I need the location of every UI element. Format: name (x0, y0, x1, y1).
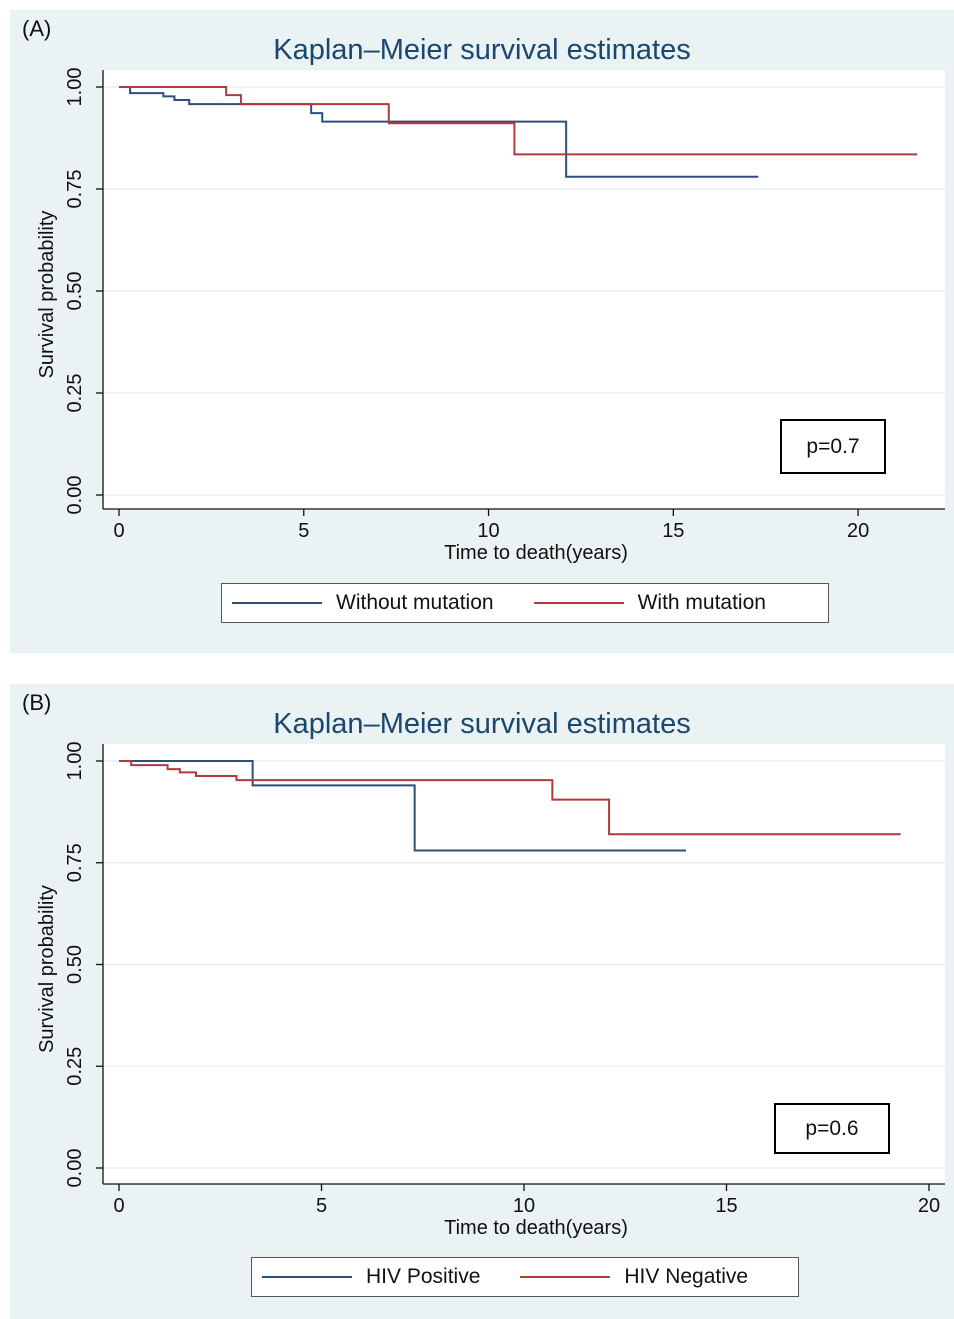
legend-swatch-without-mutation (232, 602, 322, 604)
series-line-a-without-mutation (119, 86, 759, 178)
x-tick-label-a-0: 0 (113, 520, 124, 542)
legend-label-with-mutation: With mutation (637, 591, 766, 614)
x-tick-label-b-2: 10 (513, 1195, 535, 1217)
p-value-a: p=0.7 (806, 434, 860, 458)
x-tick-label-b-3: 15 (715, 1195, 737, 1217)
legend-item-with-mutation: With mutation (533, 591, 766, 615)
x-axis-title-b: Time to death(years) (444, 1217, 628, 1239)
plot-area-a: 0.00 0.25 0.50 0.75 1.00 0 5 10 15 20 Time to deat… (36, 68, 945, 564)
legend-swatch-hiv-negative (520, 1276, 611, 1278)
y-tick-label-a-2: 0.50 (64, 272, 86, 311)
chart-panel-b: (B) Kaplan–Meier survival estimates 0.00… (10, 684, 954, 1319)
y-tick-label-a-1: 0.25 (64, 374, 86, 413)
x-tick-label-b-0: 0 (113, 1195, 124, 1217)
x-tick-label-a-4: 20 (847, 520, 869, 542)
y-tick-label-b-3: 0.75 (64, 843, 86, 882)
panel-label-a: (A) (22, 16, 52, 41)
y-axis-title-a: Survival probability (36, 211, 58, 379)
panel-label-b: (B) (22, 690, 52, 715)
series-line-a-with-mutation (119, 86, 918, 156)
x-tick-label-a-3: 15 (662, 520, 684, 542)
x-tick-label-a-1: 5 (298, 520, 309, 542)
chart-title-b: Kaplan–Meier survival estimates (273, 708, 691, 740)
legend-label-without-mutation: Without mutation (336, 591, 494, 614)
x-tick-label-b-4: 20 (918, 1195, 940, 1217)
legend-b: HIV Positive HIV Negative (251, 1257, 799, 1297)
legend-item-hiv-positive: HIV Positive (262, 1265, 480, 1289)
x-axis-title-a: Time to death(years) (444, 542, 628, 564)
series-line-b-hiv-negative (119, 760, 901, 836)
legend-item-hiv-negative: HIV Negative (520, 1265, 748, 1289)
legend-swatch-hiv-positive (262, 1276, 352, 1278)
y-tick-label-a-0: 0.00 (64, 476, 86, 515)
legend-label-hiv-positive: HIV Positive (366, 1265, 481, 1288)
series-line-b-hiv-positive (119, 760, 686, 852)
y-tick-label-a-3: 0.75 (64, 170, 86, 209)
p-value-box-a: p=0.7 (780, 419, 886, 474)
p-value-box-b: p=0.6 (774, 1103, 890, 1154)
p-value-b: p=0.6 (805, 1116, 859, 1140)
y-axis-title-b: Survival probability (36, 885, 58, 1053)
legend-item-without-mutation: Without mutation (232, 591, 494, 615)
legend-a: Without mutation With mutation (221, 583, 829, 623)
y-tick-label-a-4: 1.00 (64, 68, 86, 107)
chart-panel-a: (A) Kaplan–Meier survival estimates 0.00… (10, 10, 954, 653)
legend-swatch-with-mutation (533, 602, 624, 604)
plot-area-b: 0.00 0.25 0.50 0.75 1.00 0 5 10 15 20 Time to deat… (36, 742, 945, 1239)
y-tick-label-b-1: 0.25 (64, 1047, 86, 1086)
x-tick-label-a-2: 10 (477, 520, 499, 542)
y-tick-label-b-2: 0.50 (64, 945, 86, 984)
y-tick-label-b-0: 0.00 (64, 1149, 86, 1188)
chart-title-a: Kaplan–Meier survival estimates (273, 34, 691, 66)
y-tick-label-b-4: 1.00 (64, 742, 86, 781)
legend-label-hiv-negative: HIV Negative (624, 1265, 749, 1288)
x-tick-label-b-1: 5 (316, 1195, 327, 1217)
